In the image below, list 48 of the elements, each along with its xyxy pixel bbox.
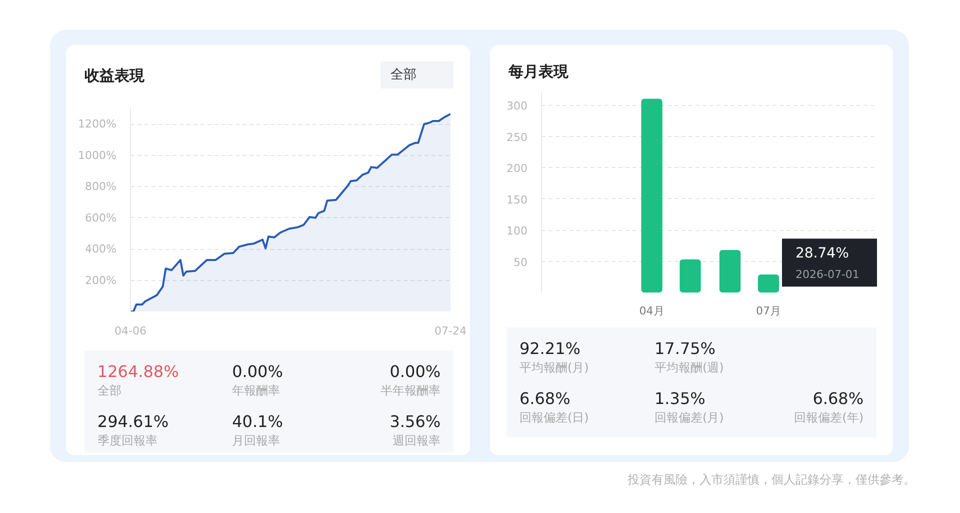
text: 294.61% <box>97 412 169 431</box>
y-tick-label: 100 <box>506 224 528 238</box>
x-tick-label: 04-06 <box>114 324 146 338</box>
text: 0.00% <box>390 362 441 381</box>
text: 0.00% <box>232 362 283 381</box>
bar <box>641 98 662 292</box>
text: 季度回報率 <box>97 434 158 448</box>
y-tick-label: 300 <box>506 100 528 112</box>
text: 平均報酬(週) <box>654 360 724 374</box>
text: 回報偏差(年) <box>794 410 864 424</box>
text: 40.1% <box>232 412 283 431</box>
x-tick-label: 04月 <box>639 304 664 318</box>
text: 全部 <box>97 384 122 398</box>
y-tick-label: 400% <box>85 242 117 256</box>
text: 6.68% <box>519 389 570 408</box>
text: 1.35% <box>654 389 706 408</box>
chart-title: 收益表現 <box>84 66 146 84</box>
text: 全部 <box>390 68 416 82</box>
text: 月回報率 <box>232 434 280 448</box>
bar <box>758 274 780 292</box>
bar <box>680 259 701 292</box>
bar <box>719 250 741 292</box>
y-tick-label: 250 <box>506 130 528 144</box>
text: 17.75% <box>654 339 716 358</box>
text: 回報偏差(日) <box>519 410 589 424</box>
text: 回報偏差(月) <box>654 410 724 424</box>
y-tick-label: 800% <box>85 180 117 194</box>
text: 半年報酬率 <box>380 384 441 398</box>
text: 年報酬率 <box>232 384 280 398</box>
x-tick-label: 07-24 <box>434 324 466 338</box>
y-tick-label: 200 <box>506 162 528 175</box>
chart-title: 每月表現 <box>508 62 570 80</box>
text: 3.56% <box>390 412 441 431</box>
y-tick-label: 200% <box>85 274 117 287</box>
y-tick-label: 150 <box>506 193 528 206</box>
x-tick-label: 07月 <box>756 304 781 318</box>
text: 92.21% <box>519 339 580 358</box>
text: 平均報酬(月) <box>519 360 589 374</box>
y-tick-label: 50 <box>514 256 528 269</box>
text: 1264.88% <box>97 362 179 381</box>
y-tick-label: 600% <box>85 211 117 224</box>
y-tick-label: 1000% <box>78 148 117 162</box>
text: 週回報率 <box>392 434 441 448</box>
y-tick-label: 1200% <box>78 118 117 131</box>
text: 6.68% <box>812 389 864 408</box>
annotation: 2026-07-01 <box>795 268 860 282</box>
text: 投資有風險，入市須謹慎，個人記錄分享，僅供參考。 <box>626 472 916 486</box>
annotation: 28.74% <box>795 246 849 262</box>
